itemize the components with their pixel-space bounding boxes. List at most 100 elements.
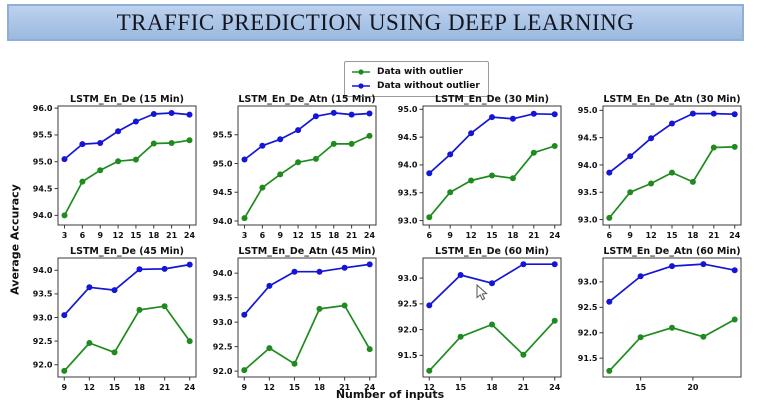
data-point-data-without-outlier — [312, 113, 319, 120]
axes-box — [422, 257, 562, 378]
data-point-data-with-outlier — [61, 212, 68, 219]
chart-svg: LSTM_En_De (30 Min) 93.0 93.5 94.0 94.5 95.0 6… — [398, 94, 562, 240]
series-line-data-with-outlier — [63, 139, 190, 216]
data-point-data-without-outlier — [150, 111, 157, 117]
x-tick-label: 12 — [424, 383, 435, 392]
x-tick-label: 9 — [627, 231, 633, 240]
series-line-data-without-outlier — [428, 112, 555, 174]
y-tick-label: 94.0 — [213, 217, 233, 226]
axes-box — [237, 105, 377, 226]
y-tick-label: 93.0 — [578, 215, 598, 224]
y-tick-label: 92.0 — [33, 361, 53, 370]
data-point-data-with-outlier — [551, 143, 558, 149]
data-point-data-with-outlier — [530, 149, 537, 156]
data-point-data-with-outlier — [136, 306, 143, 313]
y-tick-label: 93.5 — [33, 290, 53, 299]
y-tick-label: 93.0 — [33, 313, 53, 322]
data-point-data-with-outlier — [61, 367, 68, 374]
x-tick-label: 15 — [289, 383, 301, 392]
data-point-data-without-outlier — [489, 280, 495, 287]
y-tick-label: 92.5 — [213, 342, 233, 351]
x-tick-label: 3 — [62, 231, 68, 240]
x-tick-label: 24 — [184, 383, 196, 392]
x-tick-label: 24 — [549, 231, 561, 240]
data-point-data-with-outlier — [627, 189, 634, 196]
y-tick-label: 95.0 — [213, 159, 233, 168]
data-point-data-without-outlier — [111, 287, 118, 294]
y-tick-label: 93.0 — [578, 278, 598, 287]
data-point-data-with-outlier — [115, 158, 122, 165]
subplot-lstm-en-de-atn-15min: LSTM_En_De_Atn (15 Min) 94.0 94.5 95.0 95.5 3… — [200, 92, 380, 244]
data-point-data-with-outlier — [457, 333, 464, 340]
data-point-data-without-outlier — [295, 127, 302, 134]
data-point-data-with-outlier — [551, 317, 558, 324]
x-tick-label: 18 — [148, 231, 160, 240]
y-tick-label: 94.5 — [398, 133, 418, 142]
data-point-data-without-outlier — [316, 268, 323, 275]
legend-label: Data with outlier — [377, 67, 463, 77]
subplot-title: LSTM_En_De_Atn (45 Min) — [238, 246, 375, 257]
data-point-data-without-outlier — [447, 151, 454, 158]
data-point-data-with-outlier — [186, 338, 193, 345]
y-tick-label: 94.0 — [398, 161, 418, 170]
data-point-data-without-outlier — [366, 110, 373, 117]
legend-line-marker-icon — [352, 69, 370, 75]
y-tick-label: 91.5 — [578, 354, 598, 363]
data-point-data-with-outlier — [426, 214, 433, 221]
data-point-data-without-outlier — [291, 268, 298, 275]
legend-item-without-outlier: Data without outlier — [351, 79, 480, 93]
x-tick-label: 21 — [518, 383, 530, 392]
data-point-data-without-outlier — [606, 298, 613, 305]
data-point-data-without-outlier — [266, 282, 273, 289]
x-tick-label: 24 — [364, 383, 376, 392]
subplot-title: LSTM_En_De_Atn (30 Min) — [603, 94, 740, 105]
data-point-data-without-outlier — [241, 156, 248, 163]
y-tick-label: 93.0 — [213, 318, 233, 327]
subplot-lstm-en-de-atn-45min: LSTM_En_De_Atn (45 Min) 92.0 92.5 93.0 93.5 9… — [200, 244, 380, 396]
data-point-data-without-outlier — [426, 170, 433, 177]
data-point-data-without-outlier — [186, 111, 193, 118]
x-tick-label: 9 — [447, 231, 453, 240]
chart-svg: LSTM_En_De (60 Min) 91.5 92.0 92.5 93.0 12 15 1… — [398, 246, 562, 392]
x-tick-label: 15 — [130, 231, 142, 240]
data-point-data-with-outlier — [700, 333, 707, 340]
y-tick-label: 92.5 — [578, 303, 598, 312]
data-point-data-without-outlier — [79, 141, 86, 148]
data-point-data-with-outlier — [97, 167, 104, 174]
x-tick-label: 9 — [61, 383, 67, 392]
data-point-data-with-outlier — [241, 367, 248, 374]
axes-box — [237, 257, 377, 378]
subplot-lstm-en-de-atn-30min: LSTM_En_De_Atn (30 Min) 93.0 93.5 94.0 94.5 9… — [565, 92, 745, 244]
x-tick-label: 20 — [687, 383, 699, 392]
data-point-data-with-outlier — [111, 349, 118, 356]
x-tick-label: 18 — [486, 383, 498, 392]
x-tick-label: 24 — [184, 231, 196, 240]
chart-svg: LSTM_En_De_Atn (15 Min) 94.0 94.5 95.0 95.5 3… — [213, 94, 377, 240]
chart-svg: LSTM_En_De_Atn (45 Min) 92.0 92.5 93.0 93.5 9… — [213, 246, 377, 392]
data-point-data-without-outlier — [161, 265, 168, 272]
data-point-data-with-outlier — [669, 169, 675, 176]
subplot-title: LSTM_En_De_Atn (15 Min) — [238, 94, 375, 105]
data-point-data-with-outlier — [132, 156, 139, 163]
data-point-data-with-outlier — [606, 367, 613, 374]
data-point-data-with-outlier — [291, 360, 298, 367]
data-point-data-with-outlier — [606, 214, 613, 221]
x-tick-label: 15 — [310, 231, 322, 240]
data-point-data-with-outlier — [277, 171, 284, 178]
axes-box — [57, 257, 197, 378]
series-line-data-without-outlier — [63, 263, 190, 316]
data-point-data-with-outlier — [312, 155, 319, 162]
data-point-data-without-outlier — [551, 261, 558, 268]
data-point-data-with-outlier — [316, 305, 323, 312]
data-point-data-with-outlier — [710, 144, 717, 151]
chart-svg: LSTM_En_De (45 Min) 92.0 92.5 93.0 93.5 94.0 9… — [33, 246, 197, 392]
subplot-lstm-en-de-15min: LSTM_En_De (15 Min) 94.0 94.5 95.0 95.5 96.0 3… — [20, 92, 200, 244]
axes-box — [57, 105, 197, 226]
page-title: TRAFFIC PREDICTION USING DEEP LEARNING — [116, 9, 635, 35]
data-point-data-without-outlier — [489, 114, 495, 121]
x-tick-label: 15 — [455, 383, 467, 392]
x-tick-label: 15 — [666, 231, 678, 240]
x-tick-label: 6 — [426, 231, 432, 240]
data-point-data-with-outlier — [366, 346, 373, 353]
x-tick-label: 21 — [166, 231, 178, 240]
